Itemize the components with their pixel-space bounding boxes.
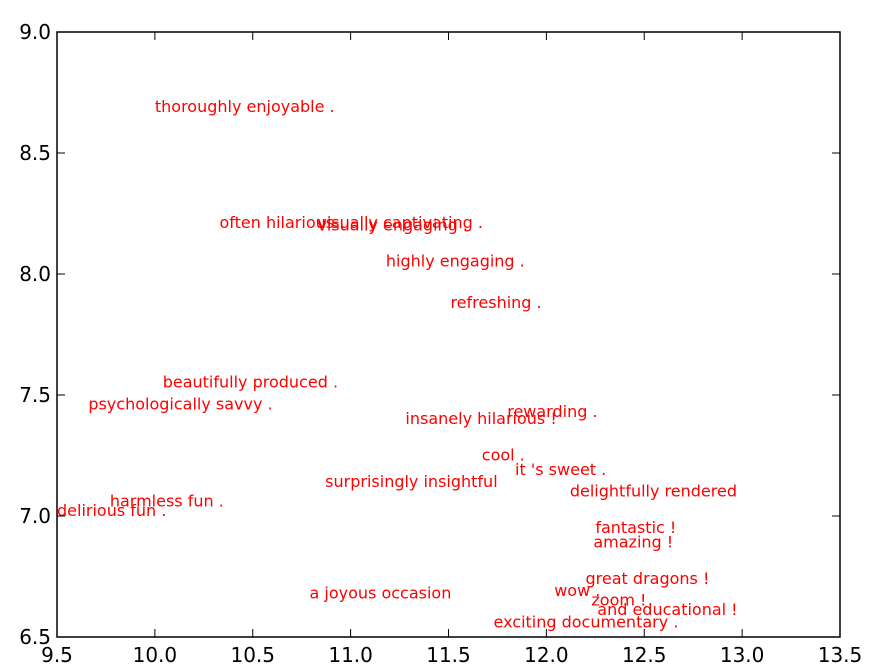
point-label: zoom ! [591,591,646,610]
y-tick-label: 8.0 [19,262,51,286]
point-label: harmless fun . [110,491,224,510]
point-label: delirious fun . [57,501,166,520]
point-label: rewarding . [507,402,597,421]
point-label: great dragons ! [586,569,710,588]
point-label: wow . [554,581,600,600]
point-label: beautifully produced . [163,373,338,392]
y-tick-label: 7.0 [19,504,51,528]
point-label: insanely hilarious ! [405,409,556,428]
x-tick-label: 12.0 [524,643,569,667]
x-tick-label: 10.5 [230,643,275,667]
point-label: it 's sweet . [515,460,606,479]
y-tick-label: 8.5 [19,141,51,165]
y-tick-label: 9.0 [19,20,51,44]
x-tick-label: 10.0 [133,643,178,667]
point-label: amazing ! [593,532,673,551]
y-tick-label: 6.5 [19,625,51,649]
x-tick-label: 13.5 [818,643,863,667]
plot-frame [56,31,841,638]
point-label: a joyous occasion [310,583,452,602]
point-label: exciting documentary . [494,612,679,631]
y-tick-label: 7.5 [19,383,51,407]
x-tick-label: 11.5 [426,643,471,667]
point-label: highly engaging . [386,252,525,271]
point-labels: thoroughly enjoyable . often hilarious .v… [57,97,738,631]
point-label: cool . [482,445,525,464]
point-label: often hilarious . [219,213,344,232]
point-label: visually captivating . [317,213,483,232]
x-tick-label: 9.5 [41,643,73,667]
point-label: visually engaging . [317,215,468,234]
point-label: refreshing . [450,293,541,312]
x-tick-label: 13.0 [720,643,765,667]
axis-ticks: 9.5 10.0 10.5 11.0 11.5 12.0 12.5 13.0 13.5 6.5 7.… [19,20,862,667]
point-label: thoroughly enjoyable . [155,97,335,116]
point-label: psychologically savvy . [88,395,272,414]
x-tick-label: 12.5 [622,643,667,667]
point-label: fantastic ! [595,518,676,537]
point-label: and educational ! [597,600,737,619]
point-label: surprisingly insightful [325,472,497,491]
x-tick-label: 11.0 [328,643,373,667]
point-label: delightfully rendered [570,482,737,501]
